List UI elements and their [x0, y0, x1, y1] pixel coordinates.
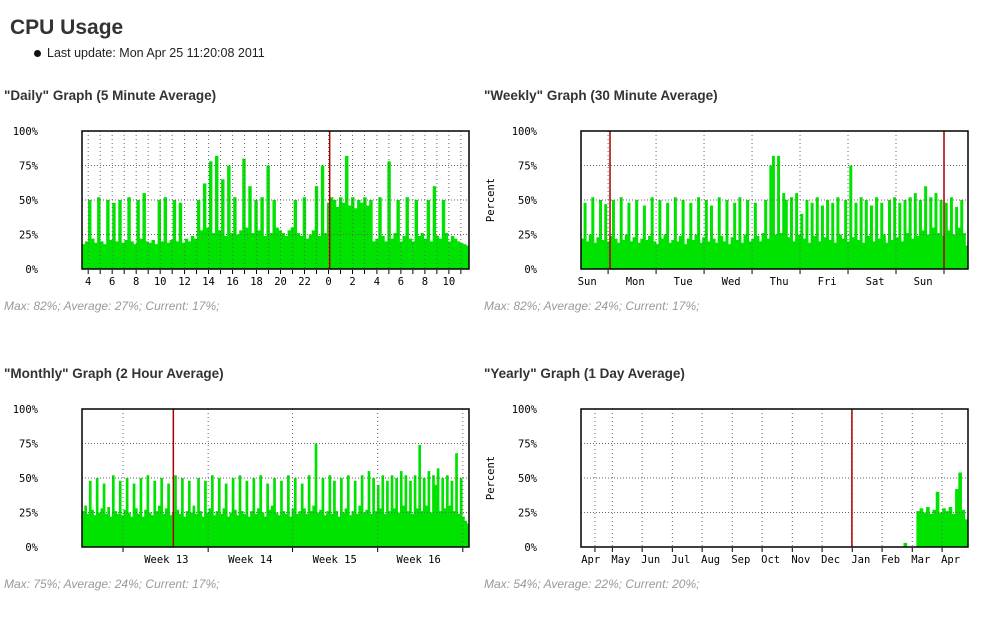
- monthly-chart: 100% 75% 50% 25% 0% Week 13 Week 14 Week 15 Week…: [13, 404, 470, 566]
- svg-text:75%: 75%: [518, 161, 538, 173]
- yearly-graph-title: "Yearly" Graph (1 Day Average): [484, 366, 685, 381]
- svg-text:6: 6: [398, 276, 404, 288]
- svg-text:50%: 50%: [19, 473, 39, 485]
- svg-text:0%: 0%: [524, 264, 537, 276]
- svg-text:20: 20: [274, 276, 287, 288]
- weekly-chart: 100% 75% 50% 25% 0% Sun Mon Tue Wed Thu Fri Sat Sun P…: [485, 126, 969, 288]
- svg-text:Tue: Tue: [674, 276, 693, 288]
- svg-text:Sun: Sun: [914, 276, 933, 288]
- monthly-graph-title: "Monthly" Graph (2 Hour Average): [4, 366, 224, 381]
- svg-text:75%: 75%: [19, 439, 39, 451]
- svg-text:100%: 100%: [13, 126, 39, 138]
- svg-text:0%: 0%: [25, 542, 38, 554]
- svg-text:75%: 75%: [518, 439, 538, 451]
- page-title: CPU Usage: [10, 16, 124, 40]
- svg-text:0%: 0%: [25, 264, 38, 276]
- svg-text:0%: 0%: [524, 542, 537, 554]
- svg-text:16: 16: [226, 276, 239, 288]
- svg-text:4: 4: [85, 276, 91, 288]
- yearly-stats: Max: 54%; Average: 22%; Current: 20%;: [484, 577, 700, 591]
- svg-text:Oct: Oct: [761, 554, 780, 566]
- svg-text:75%: 75%: [19, 161, 39, 173]
- daily-chart: 100% 75% 50% 25% 0% 4 6 8 10 12 14 16 18 20 22 0 2 4 6 8 10: [13, 126, 470, 288]
- svg-text:Dec: Dec: [821, 554, 840, 566]
- svg-text:Nov: Nov: [791, 554, 810, 566]
- svg-text:25%: 25%: [19, 230, 39, 242]
- svg-text:Aug: Aug: [701, 554, 720, 566]
- svg-text:14: 14: [202, 276, 215, 288]
- svg-text:25%: 25%: [518, 230, 538, 242]
- list-bullet-icon: [34, 50, 41, 57]
- svg-text:100%: 100%: [13, 404, 39, 416]
- svg-text:Apr: Apr: [581, 554, 600, 566]
- svg-text:25%: 25%: [19, 508, 39, 520]
- svg-text:Percent: Percent: [485, 456, 497, 500]
- svg-text:50%: 50%: [518, 473, 538, 485]
- svg-text:10: 10: [443, 276, 456, 288]
- svg-text:Fri: Fri: [818, 276, 837, 288]
- svg-text:8: 8: [422, 276, 428, 288]
- svg-text:6: 6: [109, 276, 115, 288]
- svg-text:12: 12: [178, 276, 191, 288]
- svg-text:2: 2: [349, 276, 355, 288]
- yearly-graph-section: "Yearly" Graph (1 Day Average) 100% 75% 50…: [484, 366, 984, 591]
- svg-text:May: May: [611, 554, 630, 566]
- svg-text:Jul: Jul: [671, 554, 690, 566]
- daily-graph-section: "Daily" Graph (5 Minute Average) 100% 75%…: [4, 88, 504, 313]
- last-update-text: Last update: Mon Apr 25 11:20:08 2011: [47, 46, 265, 60]
- svg-text:Week 14: Week 14: [228, 554, 272, 566]
- svg-text:Wed: Wed: [722, 276, 741, 288]
- svg-text:Jun: Jun: [641, 554, 660, 566]
- svg-text:Sun: Sun: [578, 276, 597, 288]
- svg-text:Week 15: Week 15: [313, 554, 357, 566]
- svg-text:Thu: Thu: [770, 276, 789, 288]
- svg-text:0: 0: [325, 276, 331, 288]
- monthly-stats: Max: 75%; Average: 24%; Current: 17%;: [4, 577, 220, 591]
- svg-text:50%: 50%: [19, 195, 39, 207]
- daily-stats: Max: 82%; Average: 27%; Current: 17%;: [4, 299, 220, 313]
- svg-text:Jan: Jan: [851, 554, 870, 566]
- svg-text:22: 22: [298, 276, 311, 288]
- yearly-chart: 100% 75% 50% 25% 0% Apr May Jun Jul Aug Sep Oct Nov D…: [485, 404, 969, 566]
- weekly-graph-section: "Weekly" Graph (30 Minute Average) 100% 7…: [484, 88, 984, 313]
- monthly-graph-section: "Monthly" Graph (2 Hour Average) 100% 75%…: [4, 366, 504, 591]
- weekly-graph-title: "Weekly" Graph (30 Minute Average): [484, 88, 718, 103]
- svg-text:50%: 50%: [518, 195, 538, 207]
- daily-graph-title: "Daily" Graph (5 Minute Average): [4, 88, 217, 103]
- svg-text:Week 13: Week 13: [144, 554, 188, 566]
- svg-text:25%: 25%: [518, 508, 538, 520]
- svg-text:Mon: Mon: [626, 276, 645, 288]
- svg-text:10: 10: [154, 276, 167, 288]
- weekly-stats: Max: 82%; Average: 24%; Current: 17%;: [484, 299, 700, 313]
- svg-text:18: 18: [250, 276, 263, 288]
- svg-text:100%: 100%: [512, 126, 538, 138]
- svg-text:Sep: Sep: [731, 554, 750, 566]
- svg-text:Apr: Apr: [941, 554, 960, 566]
- svg-text:8: 8: [133, 276, 139, 288]
- svg-text:100%: 100%: [512, 404, 538, 416]
- svg-text:Feb: Feb: [881, 554, 900, 566]
- svg-text:Mar: Mar: [911, 554, 930, 566]
- svg-text:4: 4: [374, 276, 380, 288]
- svg-text:Percent: Percent: [485, 178, 497, 222]
- svg-text:Week 16: Week 16: [397, 554, 441, 566]
- svg-text:Sat: Sat: [866, 276, 885, 288]
